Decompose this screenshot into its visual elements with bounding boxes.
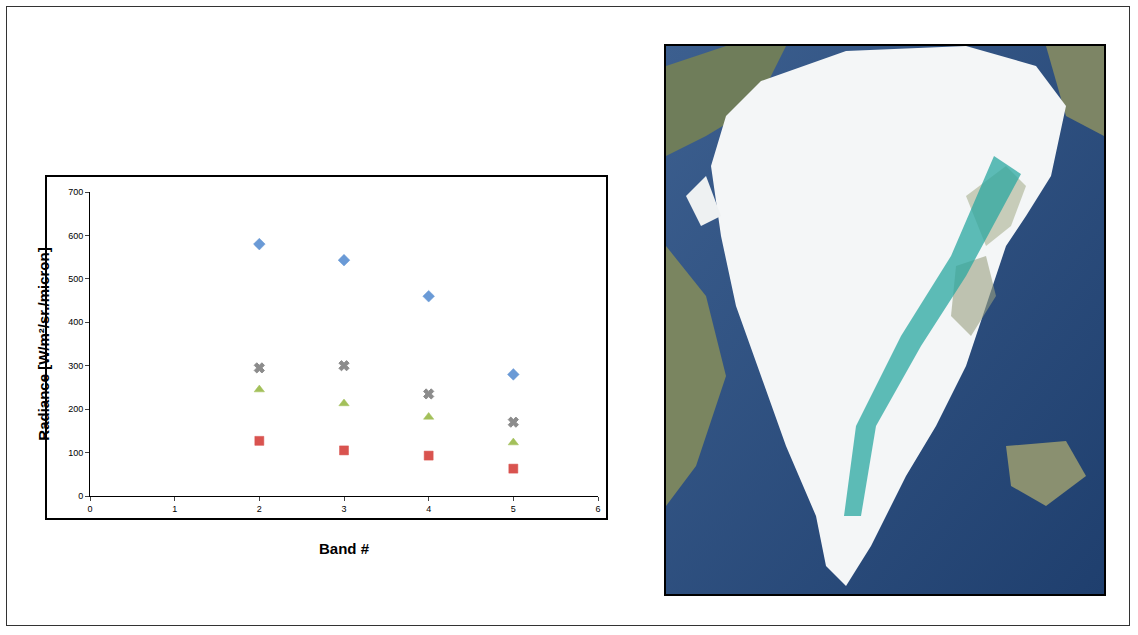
svg-text:700: 700 [68,187,83,197]
svg-text:3: 3 [341,504,346,514]
svg-text:100: 100 [68,448,83,458]
svg-text:6: 6 [595,504,600,514]
svg-text:0: 0 [87,504,92,514]
svg-text:Band #: Band # [319,540,370,557]
svg-text:5: 5 [511,504,516,514]
svg-text:500: 500 [68,274,83,284]
svg-text:0: 0 [78,491,83,501]
svg-text:600: 600 [68,231,83,241]
svg-text:200: 200 [68,404,83,414]
svg-text:400: 400 [68,317,83,327]
svg-text:2: 2 [257,504,262,514]
svg-text:300: 300 [68,361,83,371]
svg-text:Radiance [W/m²/sr./micron]: Radiance [W/m²/sr./micron] [35,247,52,440]
svg-text:1: 1 [172,504,177,514]
svg-text:4: 4 [426,504,431,514]
